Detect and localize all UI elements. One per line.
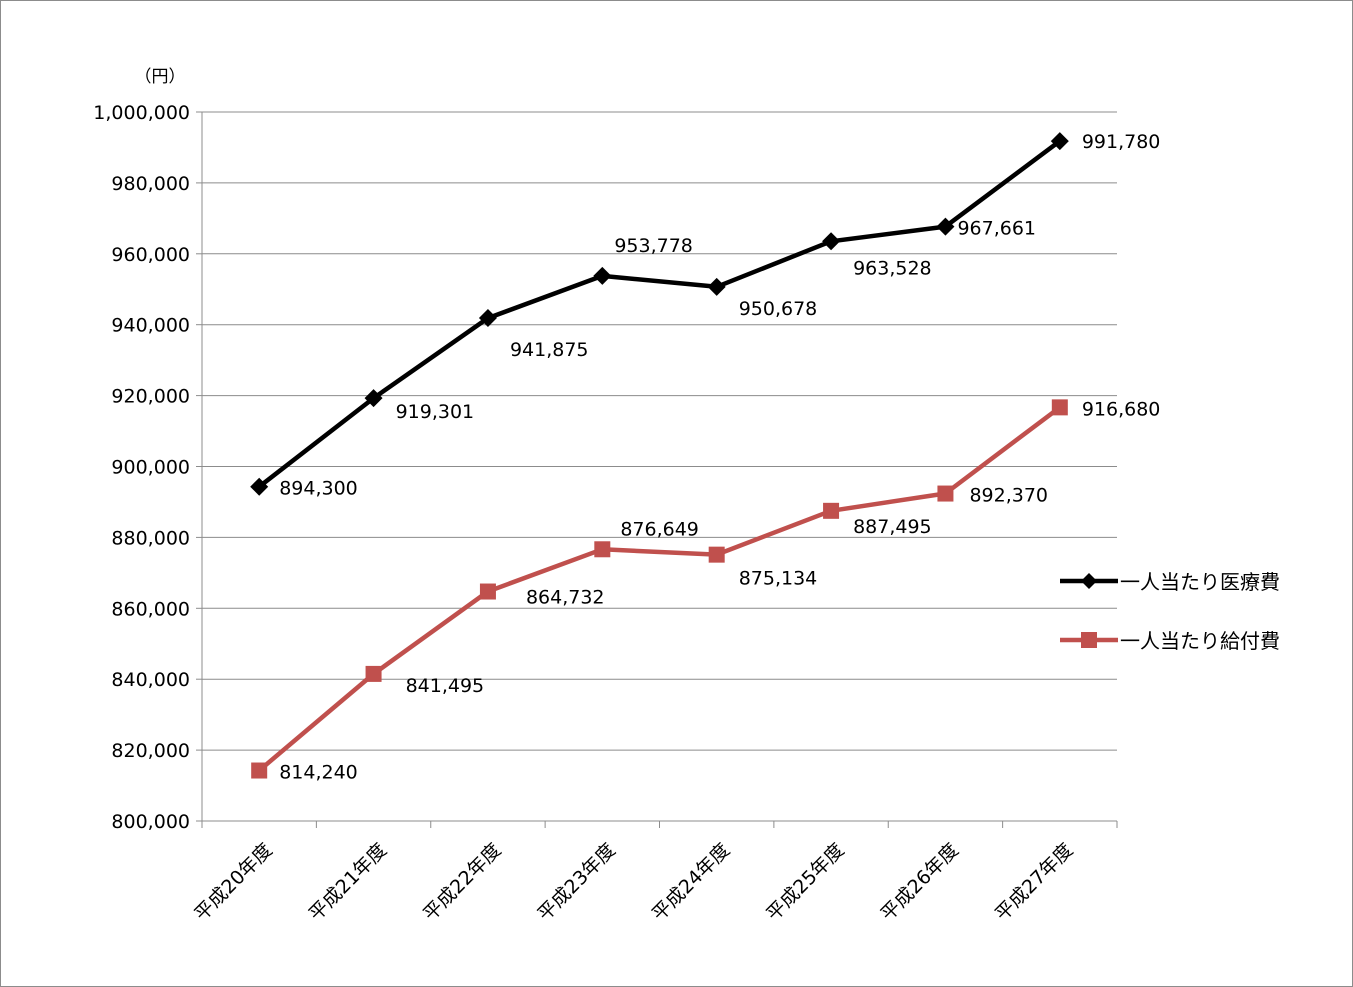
data-point xyxy=(250,477,269,496)
legend-marker xyxy=(1081,632,1097,648)
data-label: 963,528 xyxy=(853,257,932,279)
legend-label: 一人当たり給付費 xyxy=(1120,629,1280,653)
data-point xyxy=(708,546,725,563)
data-point xyxy=(478,309,497,328)
data-labels: 894,300 919,301 941,875 953,778 950,678 963,5… xyxy=(279,131,1160,783)
x-tick-label: 平成25年度 xyxy=(762,839,848,925)
data-label: 864,732 xyxy=(526,587,605,609)
data-point xyxy=(823,502,840,519)
series xyxy=(250,132,1069,779)
data-label: 875,134 xyxy=(739,568,818,590)
x-tick-label: 平成26年度 xyxy=(877,839,963,925)
y-tick-label: 860,000 xyxy=(111,598,190,620)
y-tick-label: 960,000 xyxy=(111,244,190,266)
y-tick-label: 840,000 xyxy=(111,669,190,691)
data-point xyxy=(365,665,382,682)
y-tick-label: 940,000 xyxy=(111,315,190,337)
x-tick-label: 平成27年度 xyxy=(991,839,1077,925)
data-label: 941,875 xyxy=(510,339,589,361)
data-point xyxy=(707,277,726,296)
y-tick-label: 920,000 xyxy=(111,386,190,408)
x-tick-label: 平成21年度 xyxy=(305,839,391,925)
y-tick-label: 820,000 xyxy=(111,740,190,762)
data-label: 919,301 xyxy=(396,401,475,423)
x-tick-label: 平成20年度 xyxy=(190,839,276,925)
data-label: 894,300 xyxy=(279,478,358,500)
gridlines xyxy=(202,111,1117,751)
x-tick-label: 平成22年度 xyxy=(419,839,505,925)
data-point xyxy=(936,217,955,236)
data-point xyxy=(364,389,383,408)
data-point xyxy=(593,266,612,285)
data-label: 892,370 xyxy=(969,485,1048,507)
y-axis-unit: （円） xyxy=(135,67,186,87)
data-label: 991,780 xyxy=(1082,131,1161,153)
data-label: 953,778 xyxy=(614,235,693,257)
data-label: 967,661 xyxy=(957,218,1036,240)
y-tick-label: 900,000 xyxy=(111,457,190,479)
y-tick-label: 880,000 xyxy=(111,527,190,549)
data-point xyxy=(1050,132,1069,151)
data-point xyxy=(1051,399,1068,416)
y-tick-label: 1,000,000 xyxy=(93,102,190,124)
series-line xyxy=(257,139,1062,489)
legend-label: 一人当たり医療費 xyxy=(1120,570,1280,594)
y-tick-label: 980,000 xyxy=(111,173,190,195)
y-axis-ticks: 800,000 820,000 840,000 860,000 880,000 900,0… xyxy=(93,102,190,833)
x-tick-label: 平成24年度 xyxy=(648,839,734,925)
data-point xyxy=(479,583,496,600)
legend-marker xyxy=(1081,573,1097,589)
data-point xyxy=(937,485,954,502)
data-label: 916,680 xyxy=(1082,398,1161,420)
data-label: 876,649 xyxy=(620,518,699,540)
data-label: 841,495 xyxy=(406,675,485,697)
data-point xyxy=(822,232,841,251)
data-label: 950,678 xyxy=(739,298,818,320)
data-label: 887,495 xyxy=(853,516,932,538)
x-axis-ticks: 平成20年度 平成21年度 平成22年度 平成23年度 平成24年度 平成25年度 平成26… xyxy=(190,839,1077,925)
series-line xyxy=(257,405,1062,773)
data-point xyxy=(251,762,268,779)
data-label: 814,240 xyxy=(279,762,358,784)
data-point xyxy=(594,541,611,558)
x-tick-label: 平成23年度 xyxy=(533,839,619,925)
axes xyxy=(196,111,1118,828)
y-tick-label: 800,000 xyxy=(111,811,190,833)
